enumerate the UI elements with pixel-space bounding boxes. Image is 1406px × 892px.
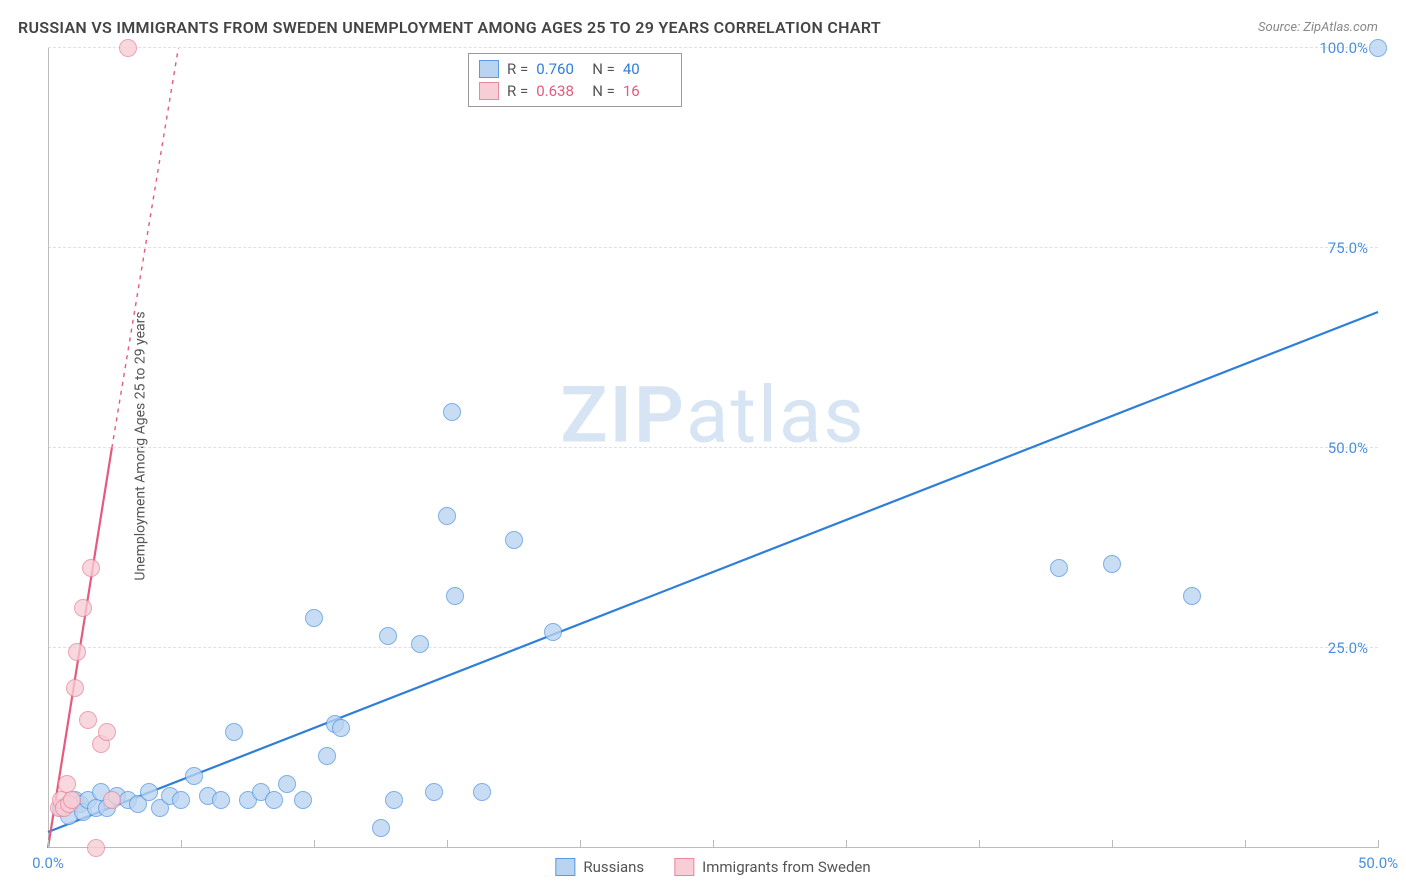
x-tick [713,840,714,848]
legend-label-russians: Russians [583,858,644,876]
r-value-sweden: 0.638 [536,82,584,100]
legend-item-sweden: Immigrants from Sweden [674,858,870,876]
y-axis-line [48,48,49,848]
y-tick-label: 75.0% [1328,239,1368,257]
scatter-point-sweden [98,723,116,741]
x-tick-label: 0.0% [32,854,64,872]
scatter-point-russians [212,791,230,809]
grid-line [48,647,1378,648]
stats-row-sweden: R = 0.638 N = 16 [479,80,671,102]
stats-row-russians: R = 0.760 N = 40 [479,58,671,80]
x-tick [580,840,581,848]
scatter-point-russians [1183,587,1201,605]
n-label: N = [592,82,615,100]
scatter-point-sweden [66,679,84,697]
scatter-point-russians [544,623,562,641]
x-tick [1112,840,1113,848]
scatter-point-russians [265,791,283,809]
scatter-point-russians [294,791,312,809]
scatter-point-russians [385,791,403,809]
scatter-point-russians [1369,39,1387,57]
scatter-point-sweden [103,791,121,809]
stats-legend: R = 0.760 N = 40 R = 0.638 N = 16 [468,53,682,107]
scatter-point-sweden [87,839,105,857]
x-tick [48,840,49,848]
n-label: N = [592,60,615,78]
scatter-point-russians [372,819,390,837]
source-attribution: Source: ZipAtlas.com [1258,20,1378,35]
swatch-sweden [479,82,499,100]
n-value-sweden: 16 [623,82,671,100]
x-tick [181,840,182,848]
scatter-point-sweden [82,559,100,577]
scatter-point-russians [473,783,491,801]
scatter-point-russians [1103,555,1121,573]
scatter-point-russians [425,783,443,801]
legend-item-russians: Russians [555,858,644,876]
scatter-point-sweden [119,39,137,57]
x-tick [846,840,847,848]
swatch-sweden [674,858,694,876]
grid-line [48,247,1378,248]
scatter-point-russians [411,635,429,653]
chart-title: RUSSIAN VS IMMIGRANTS FROM SWEDEN UNEMPL… [18,18,881,37]
scatter-point-russians [172,791,190,809]
scatter-point-sweden [79,711,97,729]
scatter-point-russians [318,747,336,765]
y-tick-label: 50.0% [1328,439,1368,457]
scatter-point-russians [225,723,243,741]
trend-lines [48,48,1378,848]
y-tick-label: 100.0% [1319,39,1368,57]
x-tick-label: 50.0% [1358,854,1398,872]
scatter-point-russians [505,531,523,549]
plot-area: ZIPatlas 25.0%50.0%75.0%100.0% R = 0.760… [48,48,1378,848]
scatter-point-russians [379,627,397,645]
x-tick [1378,840,1379,848]
scatter-point-sweden [74,599,92,617]
n-value-russians: 40 [623,60,671,78]
r-label: R = [507,60,528,78]
legend-label-sweden: Immigrants from Sweden [702,858,870,876]
series-legend: Russians Immigrants from Sweden [555,858,870,876]
scatter-point-russians [443,403,461,421]
scatter-point-sweden [68,643,86,661]
scatter-point-russians [305,609,323,627]
x-tick [979,840,980,848]
grid-line [48,447,1378,448]
scatter-point-russians [438,507,456,525]
r-value-russians: 0.760 [536,60,584,78]
swatch-russians [479,60,499,78]
r-label: R = [507,82,528,100]
x-tick [1245,840,1246,848]
scatter-point-russians [140,783,158,801]
grid-line [48,47,1378,48]
scatter-point-russians [278,775,296,793]
y-tick-label: 25.0% [1328,639,1368,657]
x-tick [447,840,448,848]
scatter-point-russians [446,587,464,605]
swatch-russians [555,858,575,876]
scatter-point-russians [185,767,203,785]
x-tick [314,840,315,848]
scatter-point-russians [1050,559,1068,577]
scatter-point-sweden [63,791,81,809]
scatter-point-russians [332,719,350,737]
